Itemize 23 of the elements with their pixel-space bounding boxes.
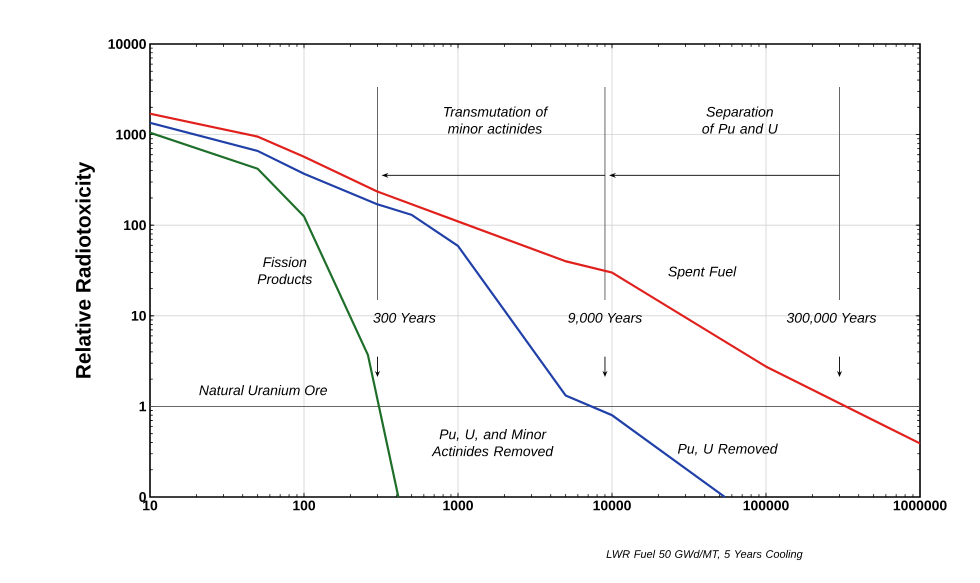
annotation: Separation of Pu and U [702, 106, 778, 134]
y-tick-label: 0 [139, 492, 146, 502]
x-tick-label: 100000 [744, 500, 789, 510]
annotation: Transmutation of minor actinides [444, 106, 548, 134]
y-tick-label: 10 [132, 310, 146, 321]
y-axis-title: Relative Radiotoxicity [75, 162, 95, 378]
x-tick-label: 10000 [593, 500, 631, 510]
y-tick-label: 10000 [108, 39, 146, 49]
series-label: Pu, U Removed [678, 443, 778, 456]
y-tick-label: 100 [124, 220, 146, 230]
x-tick-label: 100 [293, 500, 316, 510]
series-label: Fission Products [258, 256, 312, 284]
y-tick-label: 1 [140, 402, 146, 412]
ref-line-label: 9,000 Years [568, 312, 642, 324]
text: LWR Fuel 50 GWd/MT, 5 Years Cooling [606, 550, 803, 560]
series-label: Spent Fuel [668, 266, 737, 280]
ref-line-label: 300 Years [373, 312, 436, 323]
annotation: Pu, U, and Minor Actinides Removed [432, 429, 554, 456]
x-tick-label: 1000 [443, 500, 473, 510]
ref-line-label: 300,000 Years [786, 312, 876, 324]
x-tick-label: 1000000 [894, 500, 947, 510]
ref-line-label: Natural Uranium Ore [199, 384, 327, 396]
y-tick-label: 1000 [116, 130, 146, 140]
